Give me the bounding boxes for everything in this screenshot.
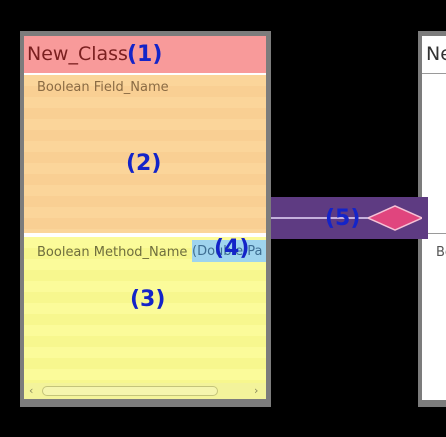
class-title[interactable]: New_Class	[27, 43, 128, 65]
scroll-left-arrow-icon[interactable]: ‹	[29, 384, 34, 397]
callout-4: (4)	[214, 236, 250, 261]
callout-2: (2)	[126, 151, 162, 176]
parameter-chip[interactable]: (Double Pa	[192, 240, 266, 262]
composition-diamond-icon[interactable]	[368, 204, 422, 232]
right-class-separator	[422, 73, 446, 74]
association-connector-end	[418, 197, 428, 239]
callout-3: (3)	[130, 287, 166, 312]
scroll-right-arrow-icon[interactable]: ›	[254, 384, 259, 397]
right-class-method-row[interactable]: Bo	[436, 245, 446, 260]
method-row[interactable]: Boolean Method_Name	[37, 245, 188, 260]
callout-5: (5)	[325, 206, 361, 231]
field-row[interactable]: Boolean Field_Name	[37, 80, 169, 95]
callout-1: (1)	[127, 42, 163, 67]
association-line	[271, 217, 381, 219]
scroll-thumb[interactable]	[42, 386, 218, 396]
class-header[interactable]	[24, 36, 266, 73]
header-separator	[24, 73, 266, 75]
right-class-separator-2	[422, 233, 446, 234]
right-class-title[interactable]: Ne	[426, 43, 446, 65]
fields-separator	[24, 233, 266, 237]
fields-section[interactable]	[24, 75, 266, 233]
